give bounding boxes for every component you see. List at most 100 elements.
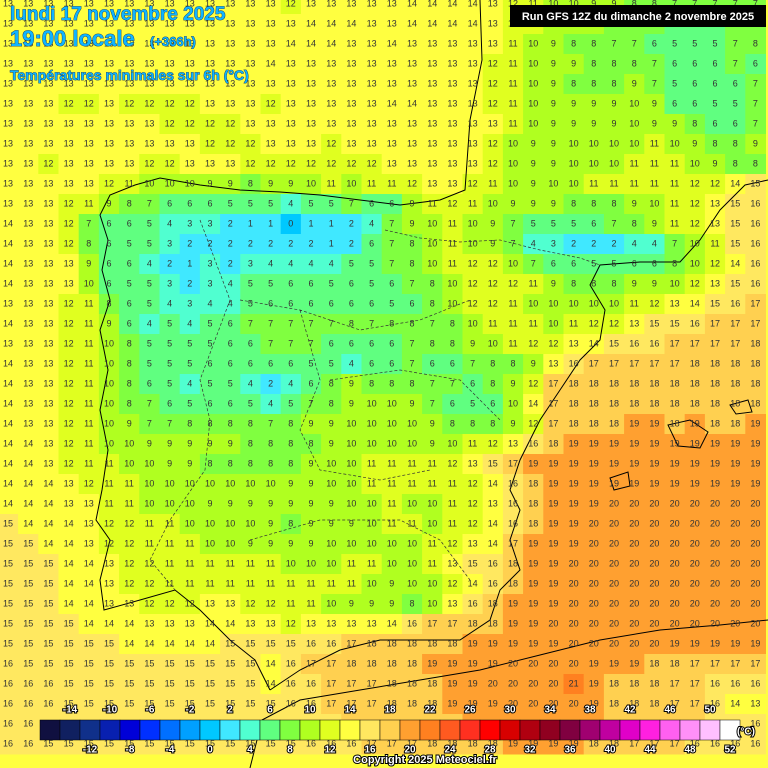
temp-value: 12 <box>64 438 74 448</box>
temp-value: 13 <box>43 138 53 148</box>
temp-cell <box>502 314 524 335</box>
temp-cell <box>462 654 484 675</box>
temp-cell <box>704 34 726 55</box>
legend-swatch <box>699 719 721 741</box>
temp-cell <box>725 314 746 335</box>
temp-value: 17 <box>346 638 356 648</box>
temp-cell <box>603 354 625 375</box>
temp-value: 13 <box>245 18 255 28</box>
temp-cell <box>119 474 140 495</box>
temp-cell <box>644 614 665 635</box>
temp-cell <box>401 254 423 275</box>
legend-swatch <box>219 719 241 741</box>
temp-value: 10 <box>528 298 538 308</box>
temp-cell <box>280 114 302 135</box>
temp-value: 19 <box>670 478 680 488</box>
temp-cell <box>624 374 645 395</box>
temp-value: 12 <box>245 138 255 148</box>
temp-value: 9 <box>147 438 152 448</box>
temp-value: 18 <box>387 698 397 708</box>
temp-value: 10 <box>548 298 558 308</box>
temp-cell <box>725 514 746 535</box>
temp-cell <box>260 174 282 195</box>
temp-cell <box>624 194 645 215</box>
temp-cell <box>644 494 665 515</box>
temp-cell <box>624 274 645 295</box>
temp-value: 20 <box>649 538 659 548</box>
temp-value: 6 <box>228 318 233 328</box>
temp-cell <box>381 514 403 535</box>
temp-value: 6 <box>207 198 212 208</box>
temp-value: 6 <box>147 378 152 388</box>
temp-cell <box>401 274 423 295</box>
temp-value: 11 <box>84 418 93 428</box>
temp-value: 10 <box>508 138 518 148</box>
temp-cell <box>38 234 59 255</box>
temp-value: 13 <box>346 118 356 128</box>
temp-value: 13 <box>43 398 53 408</box>
temp-value: 6 <box>106 258 111 268</box>
temp-cell <box>300 574 322 595</box>
temp-cell <box>624 354 645 375</box>
temp-value: 9 <box>652 98 657 108</box>
temp-cell <box>381 0 403 15</box>
temp-cell <box>462 194 484 215</box>
temp-cell <box>179 194 201 215</box>
temp-cell <box>139 534 160 555</box>
temp-value: 15 <box>225 738 235 748</box>
temp-cell <box>462 254 484 275</box>
temp-cell <box>98 634 120 655</box>
legend-swatch <box>499 719 521 741</box>
temp-cell <box>482 114 504 135</box>
temp-value: 9 <box>430 418 435 428</box>
temp-value: 9 <box>551 98 556 108</box>
temp-value: 10 <box>165 478 175 488</box>
temp-cell <box>139 234 160 255</box>
temp-cell <box>401 294 423 315</box>
temp-cell <box>341 54 362 75</box>
temp-value: 8 <box>268 458 273 468</box>
temp-cell <box>543 234 564 255</box>
temp-cell <box>563 414 585 435</box>
temp-cell <box>644 434 665 455</box>
temp-value: 14 <box>387 618 397 628</box>
temp-cell <box>603 394 625 415</box>
temp-value: 15 <box>730 238 740 248</box>
temp-cell <box>341 554 362 575</box>
temp-value: 9 <box>409 198 414 208</box>
temp-value: 17 <box>730 338 740 348</box>
temp-value: 6 <box>349 298 354 308</box>
temp-cell <box>603 494 625 515</box>
temp-value: 11 <box>448 258 457 268</box>
temp-cell <box>543 94 564 115</box>
temp-value: 17 <box>629 738 639 748</box>
legend-swatch <box>539 719 561 741</box>
legend-label: 24 <box>444 745 456 756</box>
temp-cell <box>58 234 80 255</box>
temp-cell <box>18 294 39 315</box>
temp-value: 5 <box>167 378 172 388</box>
temp-value: 8 <box>106 298 111 308</box>
temp-value: 10 <box>205 518 215 528</box>
temp-value: 11 <box>630 298 639 308</box>
temp-cell <box>462 454 484 475</box>
temp-value: 11 <box>650 178 659 188</box>
temp-value: 8 <box>733 158 738 168</box>
temp-cell <box>38 154 59 175</box>
legend-swatch <box>159 719 181 741</box>
temp-value: 18 <box>569 418 579 428</box>
temp-value: 13 <box>387 138 397 148</box>
temp-value: 6 <box>712 78 717 88</box>
temp-cell <box>563 334 585 355</box>
temp-value: 7 <box>167 418 172 428</box>
temp-value: 12 <box>64 458 74 468</box>
temp-value: 10 <box>326 538 336 548</box>
temp-value: 18 <box>407 698 417 708</box>
temp-value: 10 <box>528 118 538 128</box>
temp-value: 16 <box>3 698 13 708</box>
temp-cell <box>684 334 706 355</box>
temp-value: 11 <box>428 478 437 488</box>
temp-cell <box>664 374 686 395</box>
temp-value: 17 <box>346 698 356 708</box>
temp-value: 19 <box>670 638 680 648</box>
